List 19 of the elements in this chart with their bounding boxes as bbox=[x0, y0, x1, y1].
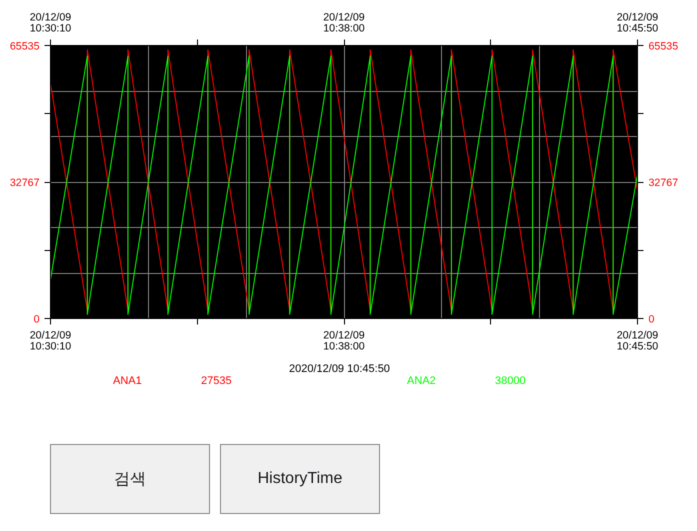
y2-tick-label: 65535 bbox=[648, 40, 678, 52]
text: 검색 bbox=[50, 444, 210, 514]
text: 2020/12/09 10:45:50 bbox=[289, 362, 390, 377]
x2-tick-label: 20/12/09 10:38:00 bbox=[323, 12, 365, 34]
x2-tick-label: 20/12/09 10:45:50 bbox=[616, 12, 658, 34]
x-tick-label: 20/12/09 10:45:50 bbox=[616, 330, 658, 352]
text: ANA1 bbox=[113, 374, 142, 389]
x-tick-label: 20/12/09 10:30:10 bbox=[30, 330, 72, 352]
text: HistoryTime bbox=[220, 444, 380, 514]
y-tick-label: 65535 bbox=[10, 40, 40, 52]
x-tick-label: 20/12/09 10:38:00 bbox=[323, 330, 365, 352]
text: ANA2 bbox=[407, 374, 436, 389]
y-tick-label: 32767 bbox=[10, 177, 40, 189]
y-tick-label: 0 bbox=[34, 314, 40, 326]
text: 38000 bbox=[495, 374, 526, 389]
x2-tick-label: 20/12/09 10:30:10 bbox=[30, 12, 72, 34]
text: 27535 bbox=[201, 374, 232, 389]
y2-tick-label: 0 bbox=[648, 314, 654, 326]
y2-tick-label: 32767 bbox=[648, 177, 678, 189]
